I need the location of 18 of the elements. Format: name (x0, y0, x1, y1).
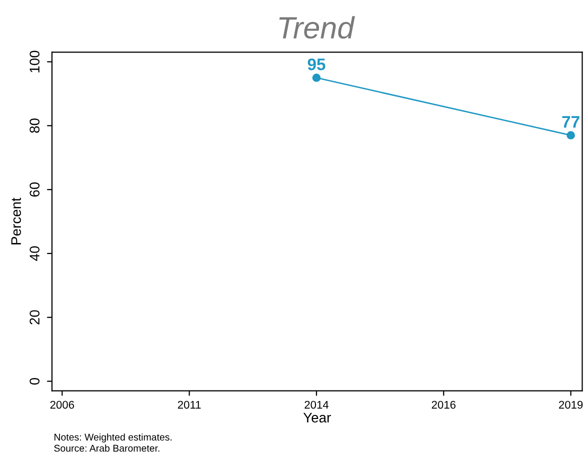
data-label: 77 (562, 116, 580, 128)
x-tick-label: 2019 (559, 400, 583, 409)
data-label: 95 (308, 58, 326, 70)
y-tick-label: 80 (30, 118, 40, 133)
y-tick-label: 0 (30, 378, 40, 385)
x-tick-label: 2011 (178, 400, 201, 409)
x-tick-label: 2014 (304, 400, 329, 409)
text: Notes: Weighted estimates. (54, 433, 172, 443)
y-axis-title: Percent (11, 198, 22, 244)
y-tick-label: 40 (30, 246, 40, 261)
chart-title: Trend (279, 16, 355, 39)
x-tick-label: 2006 (50, 400, 74, 409)
source-note: Source: Arab Barometer. (54, 444, 160, 452)
y-tick-label: 20 (30, 310, 40, 324)
y-tick-label: 60 (30, 182, 40, 197)
x-tick-label: 2016 (432, 400, 456, 409)
y-tick-label: 100 (30, 50, 40, 72)
x-axis-title: Year (303, 412, 331, 423)
